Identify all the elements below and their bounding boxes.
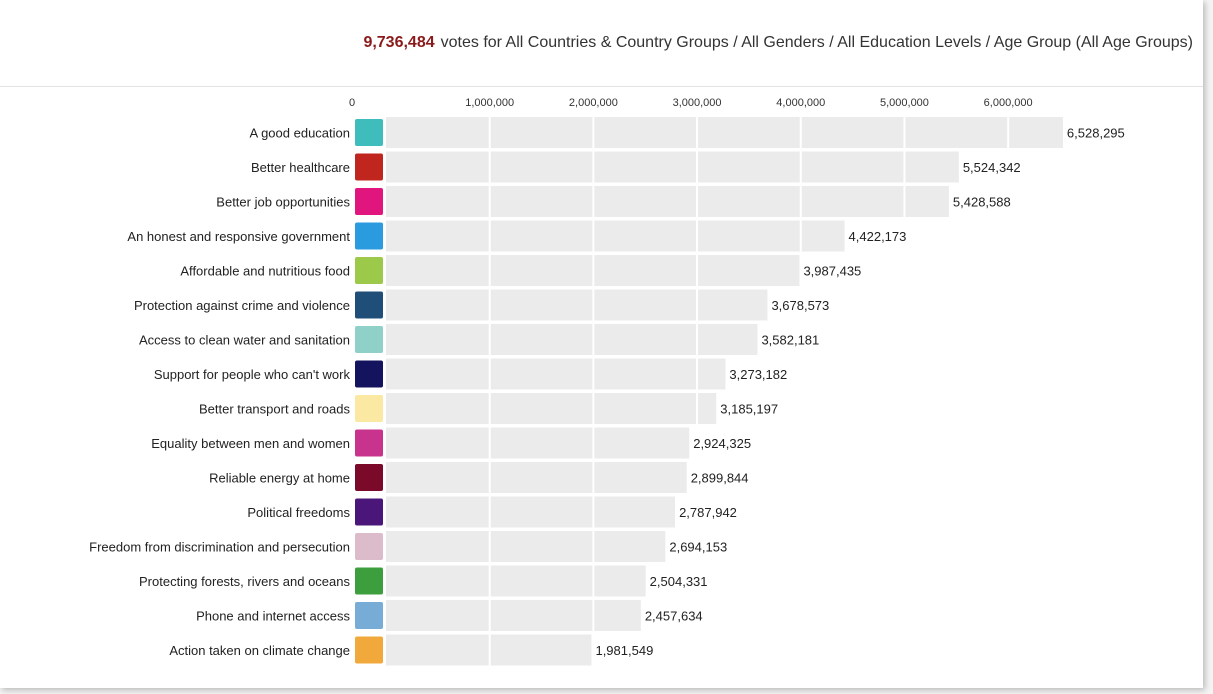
value-label: 3,185,197 [720,402,778,417]
legend-swatch [355,222,383,250]
value-label: 6,528,295 [1067,126,1125,141]
bar[interactable] [386,358,726,390]
value-label: 3,987,435 [803,264,861,279]
category-label: Reliable energy at home [209,471,350,486]
bar[interactable] [386,565,646,597]
value-label: 1,981,549 [595,643,653,658]
value-label: 3,273,182 [729,367,787,382]
value-label: 2,504,331 [650,574,708,589]
bar[interactable] [386,289,768,321]
legend-swatch [355,429,383,457]
value-label: 5,428,588 [953,195,1011,210]
bar[interactable] [386,117,1063,148]
bar[interactable] [386,151,959,183]
filter-description: votes for All Countries & Country Groups… [440,34,1193,51]
legend-swatch [355,602,383,629]
x-tick-label: 6,000,000 [984,97,1033,109]
x-tick-label: 3,000,000 [673,97,722,109]
legend-swatch [355,188,383,215]
bar[interactable] [386,462,687,493]
value-label: 3,678,573 [771,298,829,313]
bar[interactable] [386,600,641,631]
legend-swatch [355,119,383,146]
chart-header: 9,736,484 votes for All Countries & Count… [0,0,1203,87]
category-label: Freedom from discrimination and persecut… [89,540,350,555]
category-label: Political freedoms [247,505,350,520]
category-label: Protection against crime and violence [134,298,350,313]
legend-swatch [355,291,383,319]
legend-swatch [355,533,383,560]
value-label: 2,899,844 [691,471,749,486]
category-label: Equality between men and women [151,436,350,451]
value-label: 3,582,181 [761,333,819,348]
x-tick-label: 2,000,000 [569,97,618,109]
x-tick-label: 0 [349,97,355,109]
category-label: Phone and internet access [196,609,350,624]
category-label: Action taken on climate change [169,643,350,658]
category-label: Better healthcare [251,160,350,175]
bar[interactable] [386,427,690,459]
value-label: 2,694,153 [669,540,727,555]
category-label: Protecting forests, rivers and oceans [139,574,350,589]
category-label: Better job opportunities [216,195,350,210]
x-tick-label: 5,000,000 [880,97,929,109]
vote-summary: 9,736,484 votes for All Countries & Count… [0,34,1193,52]
category-label: An honest and responsive government [127,229,350,244]
legend-swatch [355,257,383,284]
x-tick-label: 4,000,000 [776,97,825,109]
category-label: Access to clean water and sanitation [139,333,350,348]
bar[interactable] [386,393,717,424]
legend-swatch [355,326,383,353]
category-label: Affordable and nutritious food [180,264,350,279]
legend-swatch [355,498,383,526]
bar[interactable] [386,496,676,528]
legend-swatch [355,360,383,388]
value-label: 2,457,634 [645,609,703,624]
value-label: 2,787,942 [679,505,737,520]
bar[interactable] [386,324,758,355]
value-label: 4,422,173 [849,229,907,244]
bar[interactable] [386,220,845,252]
legend-swatch [355,567,383,595]
legend-swatch [355,636,383,664]
legend-swatch [355,395,383,422]
value-label: 2,924,325 [693,436,751,451]
x-tick-label: 1,000,000 [465,97,514,109]
value-label: 5,524,342 [963,160,1021,175]
legend-swatch [355,464,383,491]
category-label: A good education [250,126,350,141]
category-label: Better transport and roads [199,402,351,417]
bar[interactable] [386,186,949,217]
bar[interactable] [386,531,666,562]
total-votes: 9,736,484 [363,34,435,51]
category-label: Support for people who can't work [154,367,351,382]
legend-swatch [355,153,383,181]
